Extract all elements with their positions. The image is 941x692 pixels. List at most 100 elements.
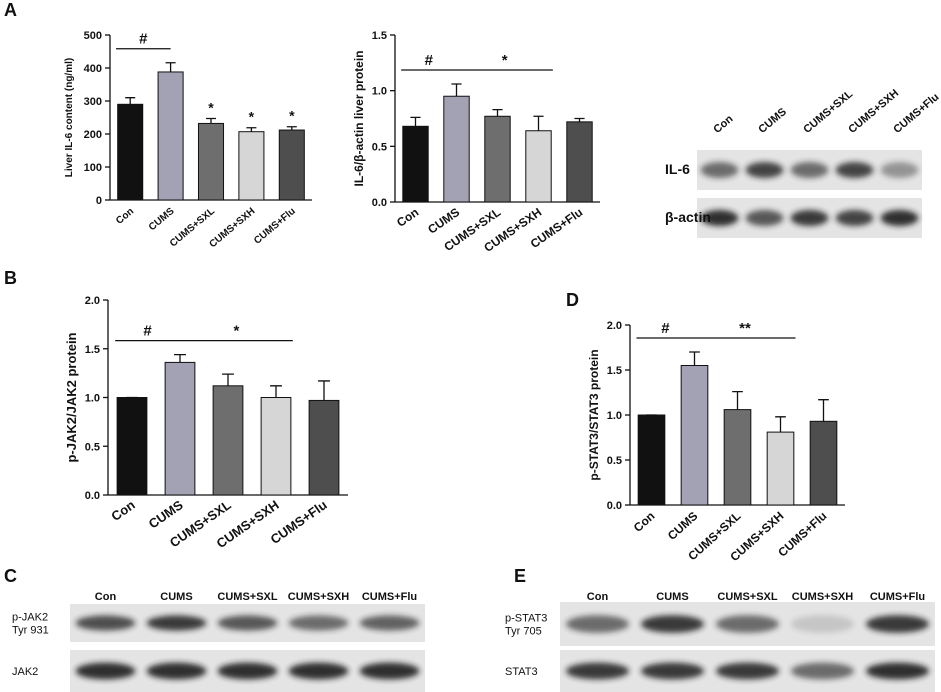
y-tick-label: 0.0: [607, 500, 622, 512]
lane-label: CUMS+SXH: [792, 591, 853, 603]
blot-band: [75, 615, 136, 631]
bar: [116, 397, 148, 496]
blot-band: [700, 162, 739, 178]
y-tick-label: 0.5: [607, 455, 622, 467]
blot-band: [835, 210, 874, 226]
y-tick-label: 300: [84, 96, 102, 108]
x-tick-label: Con: [631, 509, 658, 535]
y-tick-label: 1.0: [607, 410, 622, 422]
significance: *: [233, 323, 239, 340]
y-tick-label: 1.0: [85, 393, 100, 405]
error-bar: [318, 380, 330, 401]
significance: **: [739, 320, 751, 337]
lane-label: CUMS+SXL: [217, 591, 277, 603]
blot-band: [791, 615, 854, 633]
error-bar: [492, 108, 503, 117]
row-label: IL-6: [665, 161, 690, 177]
error-bar: [451, 83, 462, 97]
y-axis-label: IL-6/β-actin liver protein: [352, 50, 366, 186]
y-tick-label: 0.5: [85, 441, 100, 453]
x-tick-label: CUMS+Flu: [252, 206, 298, 247]
bar: [766, 431, 795, 506]
bar: [308, 399, 340, 496]
y-tick-label: 2.0: [85, 295, 100, 307]
y-tick-label: 1.5: [85, 344, 100, 356]
y-tick-label: 400: [84, 63, 102, 75]
error-bar: [286, 126, 297, 131]
y-tick-label: 1.0: [372, 86, 387, 98]
error-bar: [270, 385, 282, 398]
lane-label: CUMS+SXH: [288, 591, 349, 603]
blot-band: [566, 662, 629, 680]
y-tick-label: 500: [84, 30, 102, 42]
blot-band: [359, 662, 420, 680]
blot-band: [791, 662, 854, 680]
blot-band: [359, 615, 420, 631]
x-tick-label: CUMS: [146, 497, 186, 531]
y-axis-label: Liver IL-6 content (ng/ml): [64, 58, 75, 177]
panel-letter: C: [4, 566, 17, 586]
bar: [525, 130, 552, 203]
bar: [566, 121, 593, 203]
blot-band: [288, 662, 349, 680]
error-bar: [775, 416, 786, 433]
bar: [212, 385, 244, 496]
row-label: JAK2: [12, 666, 38, 678]
y-tick-label: 200: [84, 129, 102, 141]
y-tick-label: 0.0: [85, 490, 100, 502]
significance: #: [143, 323, 152, 340]
bar: [278, 129, 305, 201]
error-bar: [125, 97, 136, 105]
significance: #: [661, 320, 670, 337]
y-axis-label: p-STAT3/STAT3 protein: [587, 349, 601, 480]
significance: #: [139, 31, 148, 48]
y-tick-label: 2.0: [607, 320, 622, 332]
x-tick-label: Con: [114, 206, 136, 227]
error-bar: [818, 399, 829, 422]
error-bar: [689, 351, 700, 366]
blot-band: [217, 662, 278, 680]
blot-band: [745, 162, 784, 178]
panel-letter: B: [4, 268, 17, 288]
row-label: p-STAT3: [505, 613, 547, 625]
row-label: Tyr 931: [12, 625, 49, 637]
panel-letter: E: [514, 566, 526, 586]
row-label: p-JAK2: [12, 612, 48, 624]
bar: [238, 131, 265, 201]
blot-band: [700, 210, 739, 226]
error-bar: [205, 117, 217, 124]
y-tick-label: 0.0: [372, 197, 387, 209]
panel-letter: D: [566, 290, 579, 310]
significance: *: [249, 109, 255, 125]
blot-band: [790, 162, 829, 178]
blot-band: [716, 662, 779, 680]
blot-band: [641, 662, 704, 680]
lane-label: Con: [711, 113, 735, 136]
y-tick-label: 0: [96, 195, 102, 207]
y-tick-label: 0.5: [372, 141, 387, 153]
lane-label: CUMS+SXL: [717, 591, 777, 603]
row-label: β-actin: [665, 209, 711, 225]
significance: *: [208, 99, 214, 115]
blot-band: [880, 210, 919, 226]
blot-band: [866, 662, 929, 680]
bar: [197, 122, 225, 201]
error-bar: [222, 373, 234, 386]
row-label: STAT3: [505, 666, 538, 678]
lane-label: CUMS+Flu: [870, 591, 925, 603]
bar: [402, 125, 429, 203]
y-tick-label: 100: [84, 162, 102, 174]
blot-band: [146, 662, 207, 680]
significance: #: [425, 52, 434, 69]
error-bar: [165, 62, 176, 72]
lane-label: Con: [95, 591, 117, 603]
bar: [164, 361, 196, 496]
bar: [484, 115, 511, 203]
bar: [157, 71, 184, 201]
blot-band: [566, 615, 629, 633]
blot-band: [835, 162, 874, 178]
blot-band: [716, 615, 779, 633]
lane-label: CUMS+Flu: [362, 591, 417, 603]
bar: [637, 414, 666, 506]
